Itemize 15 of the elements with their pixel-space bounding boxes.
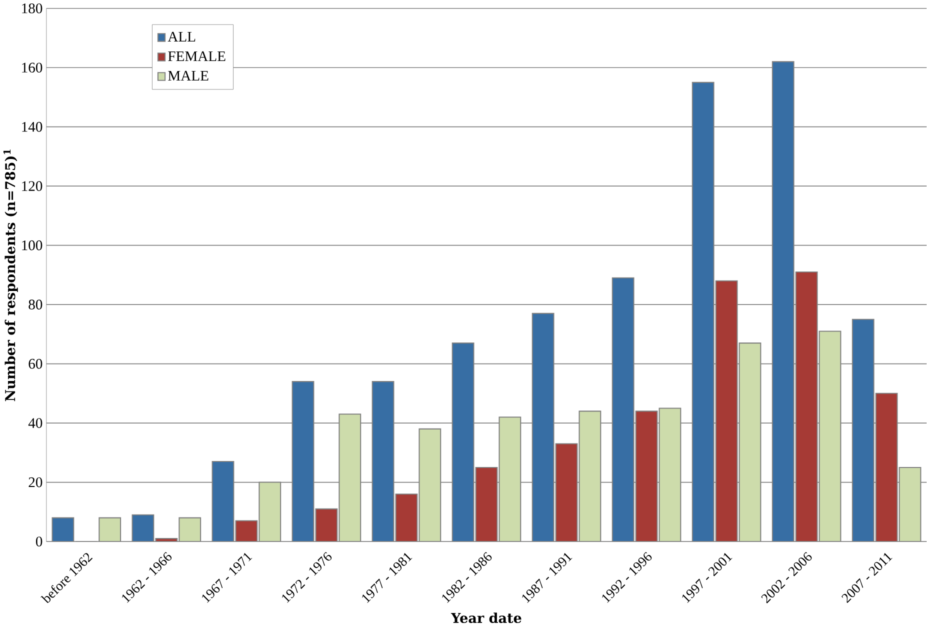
x-axis-title: Year date	[450, 612, 522, 624]
y-axis-title: Number of respondents (n=785)$^{1}$	[3, 150, 18, 402]
y-tick-label: 160	[22, 62, 42, 73]
legend-label: FEMALE	[168, 52, 226, 62]
y-tick-label: 40	[28, 418, 42, 428]
legend-label: ALL	[168, 32, 196, 42]
y-tick-label: 0	[36, 536, 42, 547]
y-tick-label: 80	[28, 300, 42, 310]
y-tick-label: 100	[22, 240, 42, 250]
y-tick-label: 140	[22, 122, 42, 132]
legend-label: MALE	[168, 71, 208, 81]
y-tick-label: 60	[28, 359, 42, 369]
y-tick-label: 120	[22, 181, 42, 192]
y-tick-label: 20	[28, 478, 42, 488]
y-tick-label: 180	[22, 4, 42, 14]
